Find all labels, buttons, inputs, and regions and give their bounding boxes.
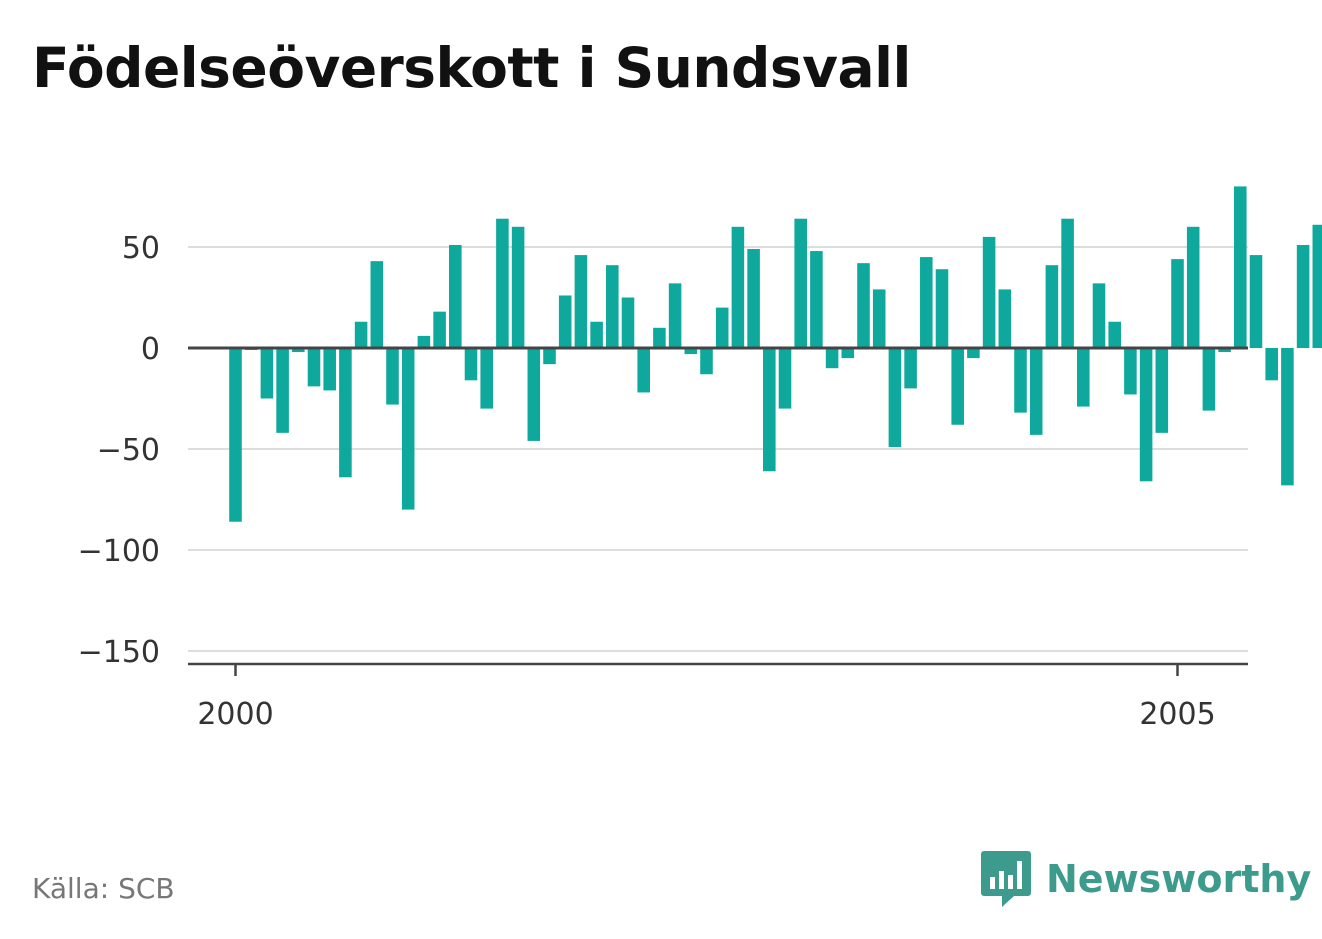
bar [951,348,964,425]
brand-logo: Newsworthy [980,849,1311,909]
bar [574,255,588,348]
bar [558,295,572,348]
bar [668,283,682,348]
bar [229,348,242,522]
y-tick-label: −100 [78,534,160,569]
bar [920,257,933,348]
bar [904,348,917,389]
bar [1202,348,1216,411]
bar [888,348,902,447]
bar [935,269,949,348]
bar [841,348,855,359]
bar [872,289,886,348]
bar [606,265,619,348]
bar [307,348,321,387]
bar [1218,348,1231,353]
axes [188,346,1248,676]
brand-name: Newsworthy [1046,857,1312,901]
bar [731,226,745,348]
bar [982,236,996,348]
tick-labels: 500−50−100−150200020052010201520202025 [78,231,1216,732]
y-tick-label: 0 [141,332,160,367]
bar [386,348,399,405]
bar [511,226,525,348]
bar [1281,348,1294,486]
bar [1312,224,1322,348]
bar [715,307,729,348]
bar [653,327,666,348]
bar [998,289,1012,348]
bar [1139,348,1153,482]
bar [354,321,368,348]
bar [1029,348,1043,435]
bar [1092,283,1106,348]
bar [433,311,446,348]
y-tick-label: −150 [78,635,160,670]
chart-title: Födelseöverskott i Sundsvall [32,36,911,100]
bar [763,348,776,472]
bar [1265,348,1278,381]
bar [857,263,870,348]
bar [260,348,274,399]
bar [496,218,509,348]
bar [543,348,556,365]
bar [339,348,352,478]
source-note: Källa: SCB [32,872,175,905]
bar [401,348,415,510]
bar [370,261,384,348]
bar [323,348,336,391]
y-tick-label: −50 [97,433,160,468]
bar [1234,186,1247,348]
bar [967,348,980,359]
bar [684,348,698,355]
newsworthy-logo-icon [981,851,1031,907]
bar [794,218,807,348]
bar [747,249,760,348]
bar [480,348,493,409]
bar [464,348,478,381]
bar [778,348,792,409]
x-tick-label: 2000 [197,697,273,732]
bar [637,348,650,393]
bar [810,251,823,348]
bar-series [229,186,1322,522]
bar [700,348,713,375]
bar [449,244,462,348]
bar [417,335,431,348]
bar [1186,226,1200,348]
bar [1061,218,1074,348]
bar [590,321,603,348]
bar [1296,244,1310,348]
bar [1045,265,1059,348]
bar [1014,348,1027,413]
bar [1077,348,1090,407]
bar [1155,348,1169,433]
x-tick-label: 2005 [1139,697,1215,732]
bar [1108,321,1121,348]
bar [292,348,305,353]
bar [1171,259,1184,348]
bar [276,348,289,433]
bar [527,348,541,441]
bar [825,348,839,369]
bar [1124,348,1137,395]
y-tick-label: 50 [122,231,160,266]
bar [621,297,635,348]
bar [1249,255,1263,348]
